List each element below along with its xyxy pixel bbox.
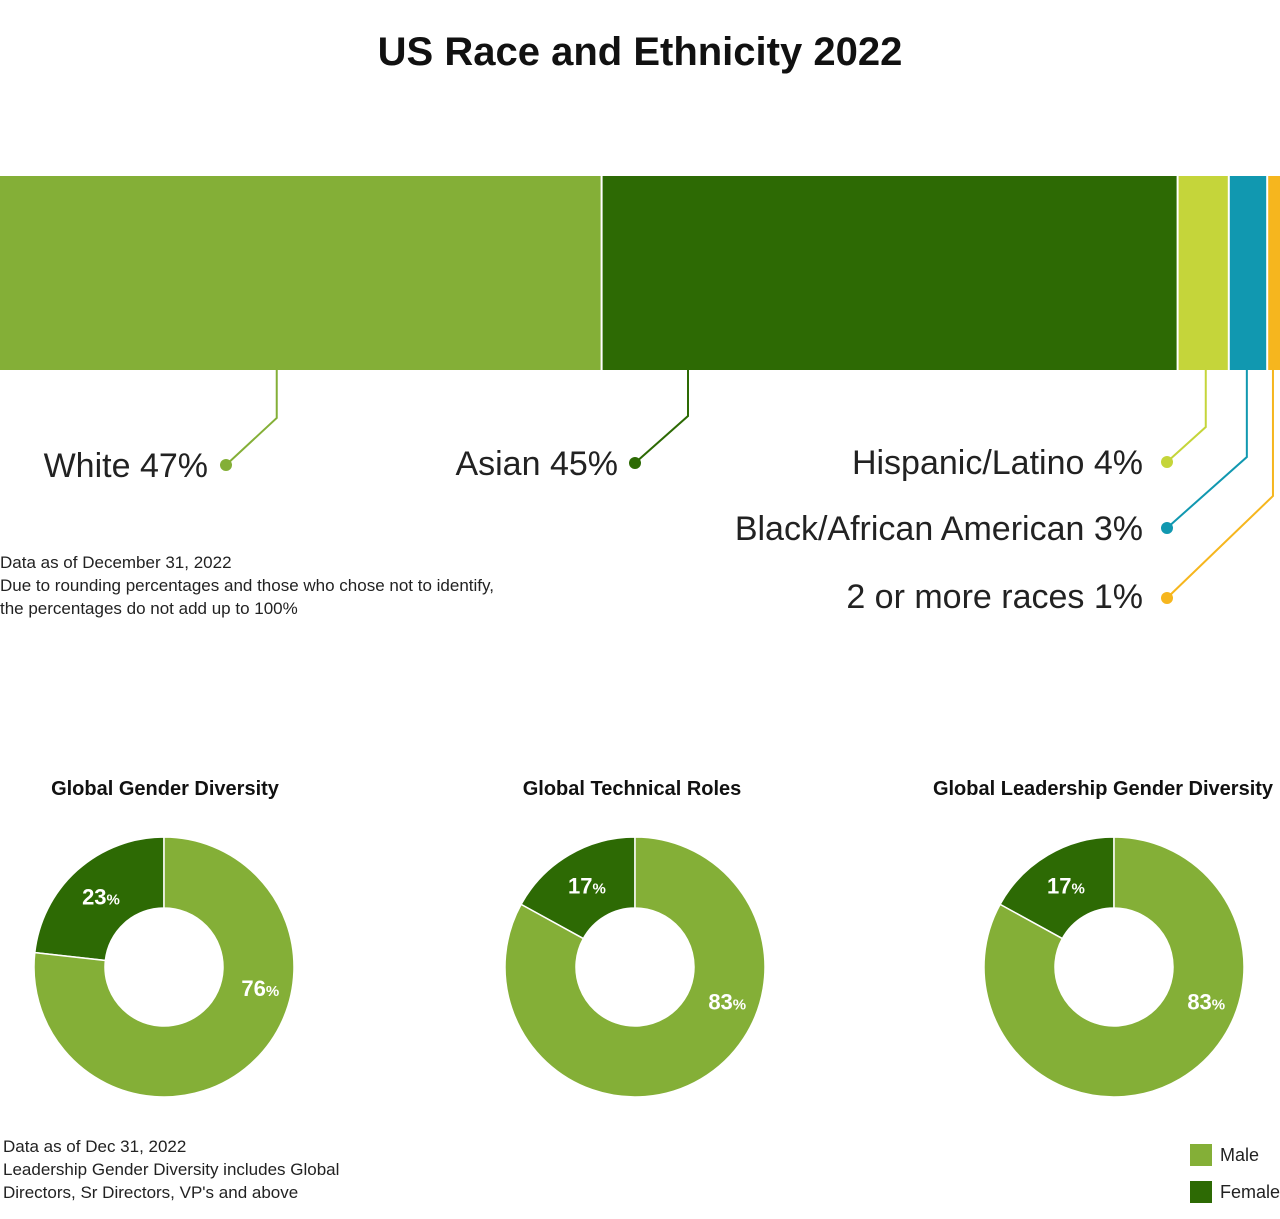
leader-line-hispanic-latino (1166, 370, 1207, 463)
gender-note-line-1: Data as of Dec 31, 2022 (3, 1137, 187, 1156)
gender-note-line-3: Directors, Sr Directors, VP's and above (3, 1183, 299, 1202)
donut-value-label-female: 17% (568, 874, 606, 899)
leader-line-white (225, 370, 278, 466)
donut-slice-male (33, 836, 295, 1098)
race-note-line-3: the percentages do not add up to 100% (0, 599, 298, 618)
bar-segment-white (0, 176, 602, 370)
donut-value-label-male: 76% (241, 976, 279, 1001)
donut-value-label-female: 23% (82, 885, 120, 910)
donut-slice-female (999, 836, 1115, 940)
label-dot-asian (629, 457, 641, 469)
legend-item-male: Male (1190, 1143, 1280, 1167)
donut-title-gender-diversity: Global Gender Diversity (51, 778, 279, 800)
donut-value-label-male: 83% (708, 990, 746, 1015)
donut-gender-diversity: 23% 76% (33, 836, 295, 1098)
donut-title-technical-roles: Global Technical Roles (522, 778, 742, 800)
race-note-line-1: Data as of December 31, 2022 (0, 553, 232, 572)
legend-swatch-female (1190, 1181, 1212, 1203)
data-label-asian: Asian 45% (455, 445, 618, 483)
donut-technical-roles: 17% 83% (504, 836, 766, 1098)
legend: Male Female (1190, 1143, 1280, 1217)
data-label-hispanic-latino: Hispanic/Latino 4% (852, 444, 1143, 482)
gender-note-line-2: Leadership Gender Diversity includes Glo… (3, 1160, 340, 1179)
label-dot-white (220, 459, 232, 471)
legend-swatch-male (1190, 1144, 1212, 1166)
label-dot-2-or-more-races (1161, 592, 1173, 604)
donut-value-label-female: 17% (1047, 874, 1085, 899)
donut-slice-male (983, 836, 1245, 1098)
bar-segment-2-or-more-races (1267, 176, 1280, 370)
bar-segment-asian (601, 176, 1178, 370)
data-label-white: White 47% (44, 447, 208, 485)
leader-line-asian (634, 370, 689, 464)
data-label-2-or-more-races: 2 or more races 1% (846, 578, 1143, 616)
bar-segment-hispanic-latino (1177, 176, 1229, 370)
bar-segment-black-african-american (1228, 176, 1268, 370)
gender-footnote: Data as of Dec 31, 2022 Leadership Gende… (3, 1135, 339, 1204)
chart-title: US Race and Ethnicity 2022 (377, 30, 903, 74)
legend-item-female: Female (1190, 1180, 1280, 1204)
race-ethnicity-stacked-bar: White 47% Asian 45% Hispanic/Latino 4% Blac… (0, 176, 1280, 616)
label-dot-black-african-american (1161, 522, 1173, 534)
donut-title-leadership-diversity: Global Leadership Gender Diversity (932, 778, 1274, 800)
legend-label-female: Female (1220, 1181, 1280, 1202)
donut-leadership-diversity: 17% 83% (983, 836, 1245, 1098)
leader-line-black-african-american (1166, 370, 1248, 529)
donut-value-label-male: 83% (1187, 990, 1225, 1015)
donut-slice-female (520, 836, 636, 940)
label-dot-hispanic-latino (1161, 456, 1173, 468)
race-footnote: Data as of December 31, 2022 Due to roun… (0, 551, 494, 620)
legend-label-male: Male (1220, 1144, 1260, 1165)
donut-slice-female (33, 836, 165, 962)
donut-slice-male (504, 836, 766, 1098)
race-note-line-2: Due to rounding percentages and those wh… (0, 576, 494, 595)
data-label-black-african-american: Black/African American 3% (735, 510, 1143, 548)
leader-line-2-or-more-races (1166, 370, 1274, 599)
